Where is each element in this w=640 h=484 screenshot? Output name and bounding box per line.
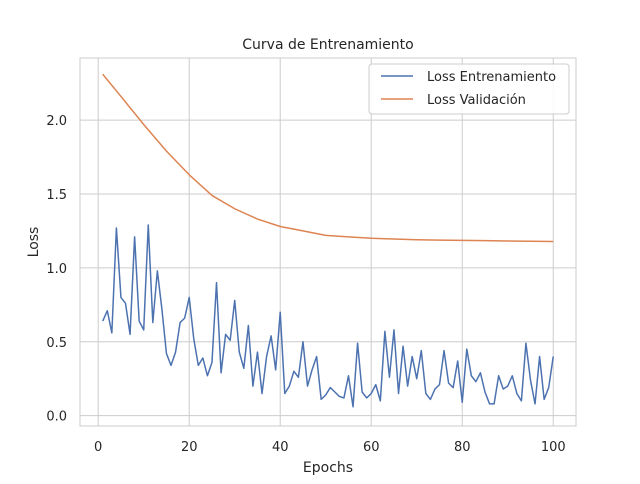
x-tick-label: 60	[363, 440, 380, 455]
legend-label-validation: Loss Validación	[427, 93, 526, 108]
grid	[80, 58, 576, 426]
x-tick-label: 20	[181, 440, 198, 455]
legend-label-train: Loss Entrenamiento	[427, 70, 556, 85]
chart-title: Curva de Entrenamiento	[242, 37, 413, 53]
y-axis-label: Loss	[26, 227, 42, 258]
y-tick-label: 0.5	[46, 336, 67, 351]
legend: Loss Entrenamiento Loss Validación	[368, 63, 570, 115]
y-tick-label: 1.5	[46, 188, 67, 203]
series-lines	[102, 73, 554, 408]
tick-labels: 0 20 40 60 80 100 0.0 0.5 1.0 1.5 2.0	[46, 114, 565, 455]
x-tick-label: 0	[94, 440, 102, 455]
x-tick-label: 80	[454, 440, 471, 455]
plot-area	[80, 58, 576, 426]
legend-box	[368, 63, 570, 115]
series-line-validation	[102, 73, 554, 243]
plot-frame	[79, 57, 577, 427]
y-tick-label: 2.0	[46, 114, 67, 129]
x-axis-label: Epochs	[303, 460, 353, 476]
y-tick-label: 1.0	[46, 262, 67, 277]
series-line-train	[102, 224, 554, 408]
x-tick-label: 40	[272, 440, 289, 455]
y-tick-label: 0.0	[46, 410, 67, 425]
x-tick-label: 100	[541, 440, 566, 455]
